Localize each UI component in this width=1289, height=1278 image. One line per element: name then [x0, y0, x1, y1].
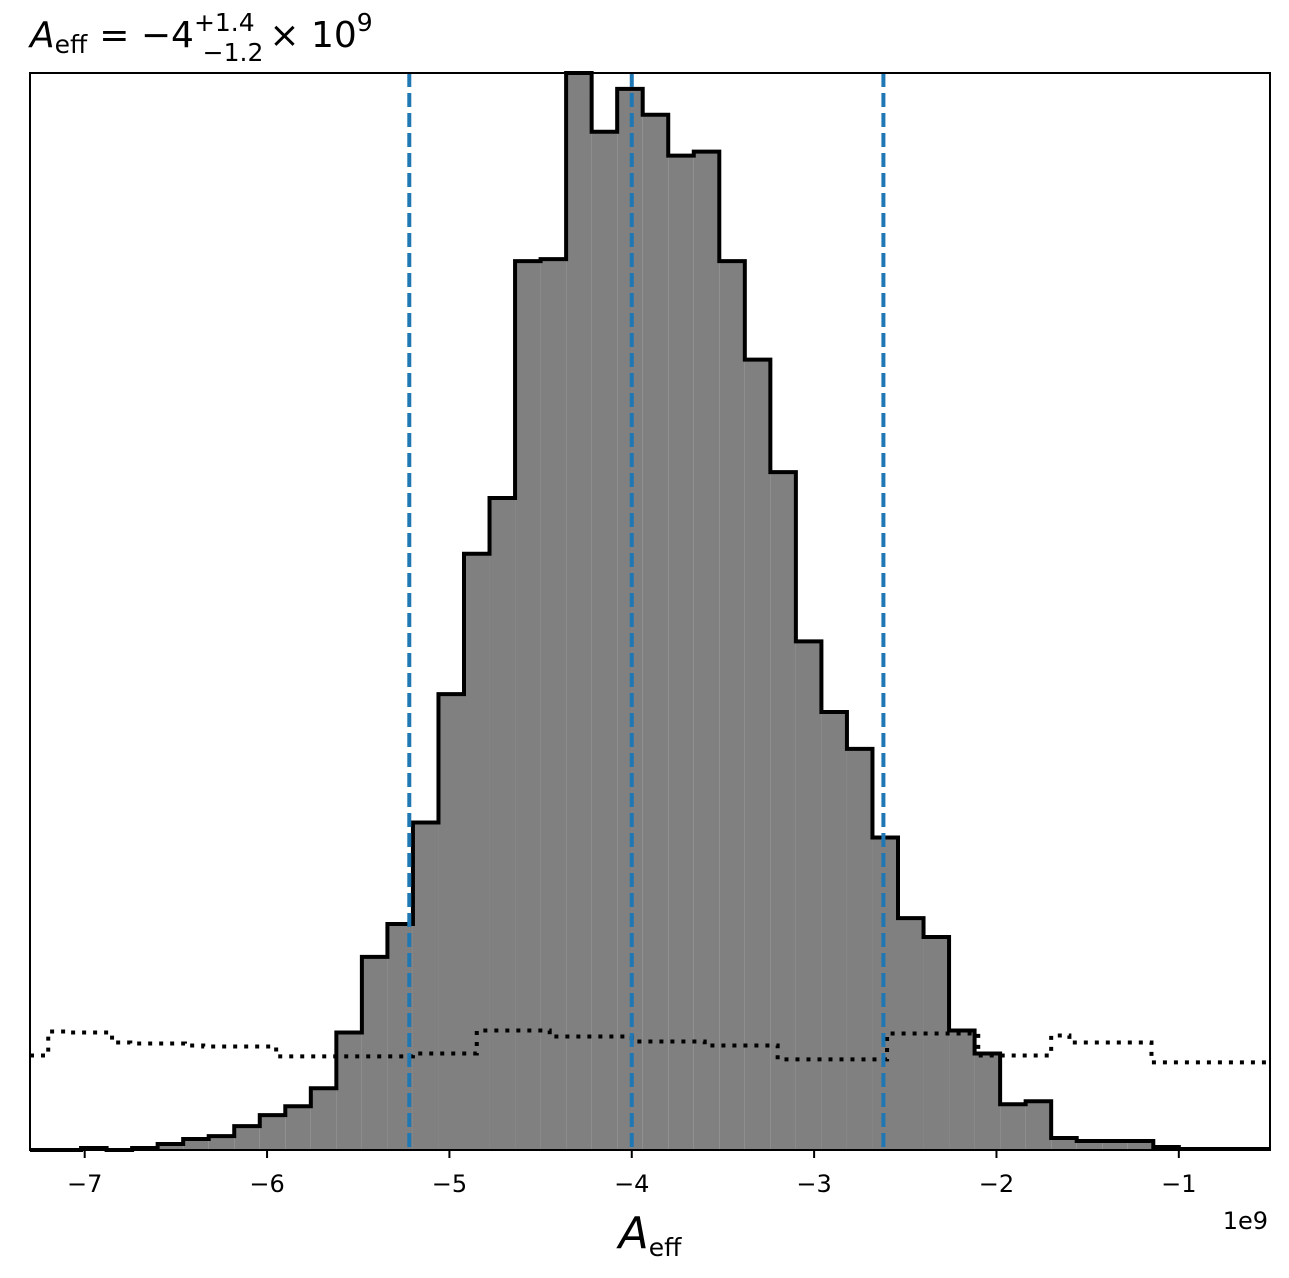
- posterior-bar: [744, 359, 771, 1150]
- posterior-bar: [1076, 1141, 1103, 1150]
- posterior-bar: [923, 936, 950, 1150]
- axes-frame: [29, 72, 1271, 1151]
- posterior-bar: [183, 1139, 209, 1150]
- x-tick-label: −3: [796, 1170, 831, 1198]
- chart-title: Aeff = −4+1.4 −1.2 × 109: [28, 8, 373, 67]
- posterior-bar: [157, 1144, 184, 1150]
- title-exponent: 9: [357, 8, 373, 37]
- posterior-bar: [540, 259, 567, 1150]
- posterior-bar: [310, 1088, 337, 1150]
- posterior-bar: [846, 748, 873, 1150]
- posterior-bar: [1127, 1141, 1154, 1150]
- posterior-bar: [1051, 1138, 1077, 1150]
- posterior-bar: [1025, 1101, 1052, 1150]
- posterior-bar: [361, 956, 388, 1150]
- x-tick-label: −1: [1161, 1170, 1196, 1198]
- x-axis-label-subscript: eff: [649, 1233, 682, 1262]
- x-tick-label: −4: [614, 1170, 649, 1198]
- posterior-bar: [719, 261, 745, 1151]
- posterior-bar: [949, 1030, 975, 1150]
- posterior-bar: [821, 712, 847, 1150]
- posterior-bar: [438, 694, 464, 1150]
- posterior-bar: [770, 472, 796, 1150]
- x-tick-label: −5: [432, 1170, 467, 1198]
- posterior-bar: [285, 1106, 311, 1150]
- x-tick-label: −7: [67, 1170, 102, 1198]
- posterior-bar: [668, 155, 694, 1150]
- posterior-bar: [259, 1115, 286, 1150]
- prior-outline: [30, 1028, 1270, 1065]
- title-upper-error: +1.4: [194, 8, 255, 37]
- posterior-bar: [591, 131, 618, 1150]
- x-axis-label: Aeff: [616, 1208, 682, 1262]
- posterior-bar: [642, 114, 669, 1151]
- posterior-outline: [30, 71, 1270, 1152]
- title-symbol: A: [28, 15, 55, 56]
- x-axis-offset-text: 1e9: [1223, 1207, 1268, 1235]
- posterior-bar: [974, 1053, 1001, 1150]
- posterior-bar: [515, 261, 541, 1151]
- posterior-bar: [1000, 1104, 1026, 1150]
- posterior-bar: [795, 641, 822, 1150]
- posterior-bar: [566, 73, 592, 1150]
- title-symbol-subscript: eff: [55, 30, 88, 59]
- prior-histogram: [30, 1028, 1270, 1065]
- posterior-bar: [336, 1032, 362, 1150]
- x-tick-label: −2: [979, 1170, 1014, 1198]
- x-axis-ticks: −7 −6 −5 −4 −3 −2 −1: [67, 1150, 1197, 1198]
- posterior-bar: [489, 498, 516, 1150]
- posterior-histogram: [30, 71, 1270, 1152]
- x-axis-label-symbol: A: [616, 1208, 649, 1259]
- title-multiplier: × 10: [269, 15, 356, 56]
- x-tick-label: −6: [249, 1170, 284, 1198]
- posterior-bar: [1102, 1141, 1128, 1150]
- title-lower-error: −1.2: [203, 38, 264, 67]
- posterior-bar: [234, 1126, 260, 1150]
- posterior-bar: [693, 151, 720, 1150]
- title-value: = −4: [99, 15, 194, 56]
- posterior-bar: [464, 553, 490, 1150]
- posterior-bar: [208, 1136, 235, 1150]
- posterior-bar: [412, 822, 439, 1150]
